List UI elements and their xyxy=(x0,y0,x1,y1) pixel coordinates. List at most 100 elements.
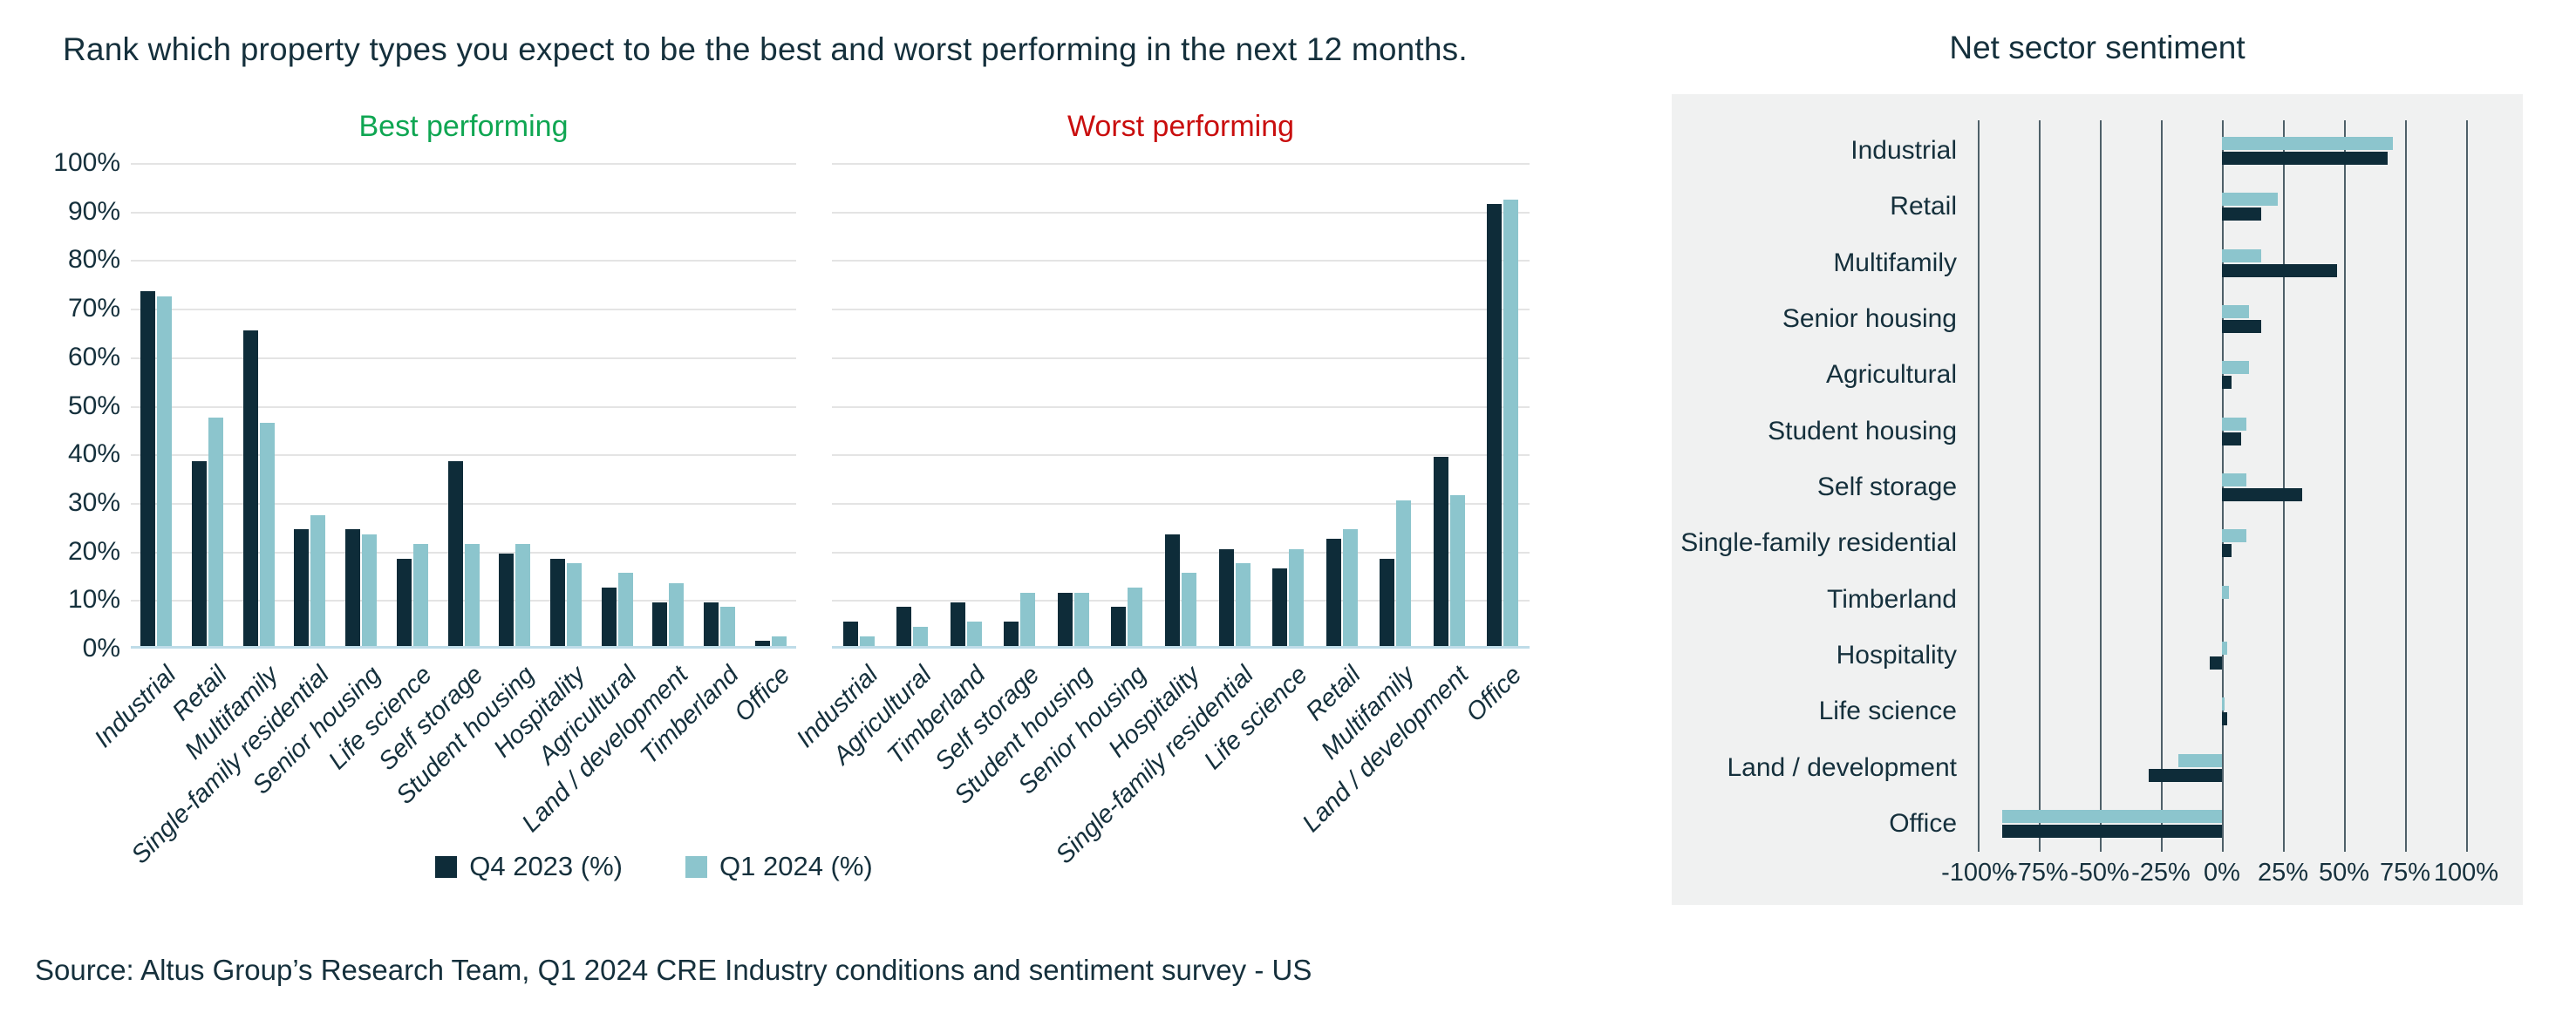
bar-q4-2023 xyxy=(2210,656,2222,670)
bar-q4-2023 xyxy=(549,558,565,646)
x-tick-label: -75% xyxy=(2009,859,2068,887)
bar-q4-2023 xyxy=(2222,207,2261,221)
bar-q4-2023 xyxy=(447,461,463,646)
gridline xyxy=(832,260,1530,262)
gridline xyxy=(2344,120,2346,852)
gridline xyxy=(2039,120,2041,852)
bar-q4-2023 xyxy=(2222,263,2337,277)
bar-q1-2024 xyxy=(2222,529,2246,543)
gridline xyxy=(832,163,1530,165)
bar-q4-2023 xyxy=(1433,456,1448,646)
legend-item-q4-2023: Q4 2023 (%) xyxy=(435,851,623,882)
legend: Q4 2023 (%) Q1 2024 (%) xyxy=(131,851,1177,882)
x-tick-label: -50% xyxy=(2070,859,2130,887)
gridline xyxy=(131,502,796,505)
y-tick-label: 10% xyxy=(67,585,120,615)
bar-q1-2024 xyxy=(2177,753,2222,767)
x-axis-line xyxy=(131,646,796,649)
category-label: Hospitality xyxy=(1836,640,1957,670)
category-label: Multifamily xyxy=(1833,248,1957,277)
gridline xyxy=(2283,120,2285,852)
bar-q1-2024 xyxy=(2222,585,2230,599)
bar-q1-2024 xyxy=(157,296,173,646)
x-tick-label: 25% xyxy=(2257,859,2309,887)
gridline xyxy=(832,405,1530,408)
bar-q4-2023 xyxy=(950,602,965,646)
bar-q1-2024 xyxy=(2222,248,2261,262)
y-tick-label: 100% xyxy=(53,148,120,177)
bar-q4-2023 xyxy=(1272,568,1288,646)
bar-q1-2024 xyxy=(1449,495,1465,646)
bar-q4-2023 xyxy=(1218,548,1234,646)
x-tick-label: 100% xyxy=(2433,859,2499,887)
gridline xyxy=(832,551,1530,554)
bar-q4-2023 xyxy=(294,529,310,646)
source-note: Source: Altus Group’s Research Team, Q1 … xyxy=(35,954,1312,986)
y-tick-label: 40% xyxy=(67,439,120,469)
category-label: Industrial xyxy=(1850,136,1957,165)
bar-q1-2024 xyxy=(2002,809,2222,823)
category-label: Office xyxy=(1889,808,1957,838)
bar-q1-2024 xyxy=(1342,529,1358,646)
bar-q1-2024 xyxy=(1128,588,1143,646)
category-label: Life science xyxy=(1818,697,1957,726)
gridline xyxy=(832,600,1530,602)
worst-performing-chart: Industrial Agricultural Timberland Self sto… xyxy=(792,163,1530,869)
bar-q4-2023 xyxy=(345,529,361,646)
bar-q1-2024 xyxy=(966,622,982,646)
bar-q4-2023 xyxy=(2222,487,2303,501)
gridline xyxy=(131,454,796,457)
bar-q4-2023 xyxy=(2222,712,2227,726)
category-label: Land / development xyxy=(1727,752,1957,782)
bar-q4-2023 xyxy=(2222,544,2232,558)
category-label: Self storage xyxy=(1816,472,1957,501)
net-sector-sentiment-title: Net sector sentiment xyxy=(1949,30,2245,65)
gridline xyxy=(832,211,1530,214)
bar-q4-2023 xyxy=(192,461,208,646)
y-tick-label: 30% xyxy=(67,487,120,517)
worst-performing-title: Worst performing xyxy=(1067,110,1295,143)
bar-q1-2024 xyxy=(719,607,735,646)
best-performing-title: Best performing xyxy=(358,110,569,143)
category-label: Student housing xyxy=(1768,416,1957,445)
bar-q1-2024 xyxy=(1396,500,1412,646)
bar-q4-2023 xyxy=(396,558,412,646)
x-tick-label: Office xyxy=(729,661,796,728)
legend-item-q1-2024: Q1 2024 (%) xyxy=(685,851,873,882)
x-tick-label: 0% xyxy=(2204,859,2240,887)
bar-q4-2023 xyxy=(1487,204,1503,646)
gridline xyxy=(131,309,796,311)
gridline xyxy=(131,405,796,408)
bar-q1-2024 xyxy=(617,573,633,646)
bar-q1-2024 xyxy=(771,636,787,646)
bar-q1-2024 xyxy=(2222,137,2393,150)
gridline xyxy=(2161,120,2163,852)
gridline xyxy=(832,357,1530,359)
bar-q4-2023 xyxy=(652,602,668,646)
bar-q1-2024 xyxy=(1073,592,1089,646)
y-tick-label: 90% xyxy=(67,196,120,226)
gridline xyxy=(2466,120,2468,852)
bar-q4-2023 xyxy=(1057,592,1073,646)
bar-q4-2023 xyxy=(896,607,912,646)
bar-q1-2024 xyxy=(2222,417,2246,431)
bar-q1-2024 xyxy=(1235,563,1251,646)
y-tick-label: 20% xyxy=(67,536,120,566)
bar-q4-2023 xyxy=(1165,534,1180,646)
bar-q4-2023 xyxy=(2222,152,2389,165)
bar-q4-2023 xyxy=(1380,558,1395,646)
category-label: Single-family residential xyxy=(1680,528,1957,558)
gridline xyxy=(131,600,796,602)
y-tick-label: 70% xyxy=(67,294,120,323)
bar-q1-2024 xyxy=(208,418,224,646)
bar-q1-2024 xyxy=(2222,304,2249,318)
bar-q1-2024 xyxy=(859,636,875,646)
bar-q4-2023 xyxy=(1004,622,1019,646)
category-label: Timberland xyxy=(1827,584,1957,614)
bar-q1-2024 xyxy=(1182,573,1196,646)
gridline xyxy=(832,309,1530,311)
bar-q1-2024 xyxy=(310,514,326,646)
bar-q1-2024 xyxy=(2222,361,2249,375)
bar-q4-2023 xyxy=(842,622,858,646)
